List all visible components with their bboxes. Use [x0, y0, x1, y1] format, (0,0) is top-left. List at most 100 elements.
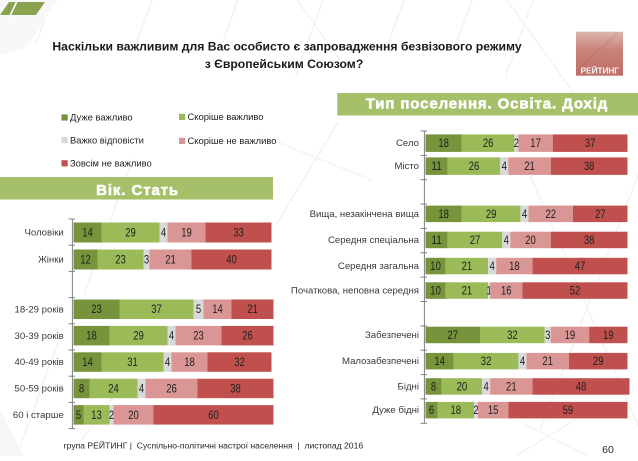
svg-text:26: 26	[483, 137, 494, 150]
svg-text:Важко відповісти: Важко відповісти	[70, 134, 144, 145]
svg-text:РЕЙТИНГ: РЕЙТИНГ	[580, 65, 619, 76]
svg-text:21: 21	[247, 303, 258, 316]
svg-text:2: 2	[473, 404, 478, 417]
svg-text:38: 38	[584, 234, 595, 247]
svg-text:20: 20	[128, 409, 139, 422]
svg-text:13: 13	[91, 409, 102, 422]
svg-text:16: 16	[501, 285, 512, 298]
svg-text:60: 60	[602, 444, 614, 456]
svg-text:3: 3	[545, 329, 550, 342]
svg-text:2: 2	[514, 137, 519, 150]
svg-text:5: 5	[196, 303, 201, 316]
svg-text:37: 37	[585, 137, 596, 150]
svg-text:Дуже важливо: Дуже важливо	[70, 112, 133, 123]
svg-text:50-59 років: 50-59 років	[14, 384, 63, 395]
svg-text:21: 21	[165, 254, 176, 267]
svg-text:18: 18	[451, 404, 462, 417]
svg-text:37: 37	[151, 303, 162, 316]
svg-text:19: 19	[181, 227, 192, 240]
svg-text:Середня спеціальна: Середня спеціальна	[328, 235, 420, 246]
svg-text:4: 4	[161, 227, 167, 240]
svg-text:23: 23	[91, 303, 102, 316]
svg-text:14: 14	[82, 227, 93, 240]
svg-text:Місто: Місто	[394, 161, 419, 172]
svg-text:Вік. Стать: Вік. Стать	[96, 182, 179, 199]
svg-text:Середня загальна: Середня загальна	[338, 261, 420, 272]
svg-text:2: 2	[109, 409, 114, 422]
svg-text:8: 8	[431, 380, 436, 393]
svg-text:20: 20	[525, 234, 536, 247]
svg-text:11: 11	[431, 234, 442, 247]
svg-text:60: 60	[208, 409, 219, 422]
svg-text:38: 38	[584, 160, 595, 173]
svg-text:5: 5	[76, 409, 81, 422]
svg-text:Скоріше важливо: Скоріше важливо	[188, 111, 264, 122]
svg-text:40-49 років: 40-49 років	[14, 357, 63, 368]
svg-text:Вища, незакінчена вища: Вища, незакінчена вища	[310, 209, 420, 220]
svg-text:18: 18	[86, 330, 97, 343]
svg-text:10: 10	[430, 260, 441, 273]
svg-text:27: 27	[595, 208, 606, 221]
svg-text:29: 29	[125, 227, 136, 240]
svg-text:23: 23	[115, 254, 126, 267]
svg-text:47: 47	[575, 260, 586, 273]
svg-text:Початкова, неповна середня: Початкова, неповна середня	[291, 286, 419, 297]
svg-text:4: 4	[169, 330, 175, 343]
svg-text:19: 19	[565, 329, 576, 342]
svg-text:21: 21	[462, 260, 473, 273]
svg-text:21: 21	[462, 285, 473, 298]
svg-text:Тип поселення. Освіта. Дохід: Тип поселення. Освіта. Дохід	[366, 96, 608, 113]
svg-text:4: 4	[139, 382, 145, 395]
svg-text:26: 26	[242, 330, 253, 343]
svg-text:6: 6	[429, 404, 434, 417]
svg-text:4: 4	[165, 356, 171, 369]
svg-text:8: 8	[79, 382, 84, 395]
svg-text:33: 33	[233, 227, 244, 240]
svg-text:60 і старше: 60 і старше	[13, 410, 64, 421]
svg-text:Село: Село	[396, 138, 419, 149]
svg-text:група РЕЙТИНГ | Суспільно-пол: група РЕЙТИНГ | Суспільно-політичні наст…	[64, 440, 364, 451]
svg-text:Чоловіки: Чоловіки	[24, 228, 63, 239]
svg-text:18-29 років: 18-29 років	[14, 304, 63, 315]
svg-text:14: 14	[82, 356, 93, 369]
svg-text:32: 32	[234, 356, 245, 369]
svg-text:18: 18	[438, 208, 449, 221]
svg-text:19: 19	[603, 329, 614, 342]
svg-text:Скоріше не важливо: Скоріше не важливо	[188, 135, 277, 146]
svg-text:29: 29	[593, 355, 604, 368]
svg-text:з Європейським Союзом?: з Європейським Союзом?	[205, 57, 364, 71]
svg-text:21: 21	[542, 355, 553, 368]
svg-text:17: 17	[530, 137, 541, 150]
svg-text:31: 31	[127, 356, 138, 369]
svg-text:18: 18	[438, 137, 449, 150]
svg-text:Забезпечені: Забезпечені	[365, 330, 419, 341]
svg-text:10: 10	[430, 285, 441, 298]
svg-text:29: 29	[133, 330, 144, 343]
svg-text:Дуже бідні: Дуже бідні	[372, 405, 419, 416]
svg-text:Малозабезпечені: Малозабезпечені	[342, 356, 419, 367]
svg-text:Жінки: Жінки	[38, 255, 64, 266]
svg-text:21: 21	[506, 380, 517, 393]
svg-text:22: 22	[545, 208, 556, 221]
svg-text:12: 12	[80, 254, 91, 267]
svg-text:14: 14	[434, 355, 445, 368]
svg-text:4: 4	[490, 260, 496, 273]
svg-text:14: 14	[212, 303, 223, 316]
svg-text:Наскільки важливим для Вас осо: Наскільки важливим для Вас особисто є за…	[52, 40, 521, 54]
svg-text:Бідні: Бідні	[398, 382, 419, 393]
svg-text:3: 3	[144, 254, 149, 267]
svg-text:1: 1	[486, 285, 491, 298]
svg-text:24: 24	[108, 382, 119, 395]
svg-text:32: 32	[507, 329, 518, 342]
svg-text:38: 38	[230, 382, 241, 395]
svg-text:18: 18	[184, 356, 195, 369]
svg-text:48: 48	[576, 380, 587, 393]
svg-text:4: 4	[504, 234, 510, 247]
svg-text:20: 20	[457, 380, 468, 393]
svg-text:26: 26	[166, 382, 177, 395]
svg-text:27: 27	[447, 329, 458, 342]
svg-text:52: 52	[570, 285, 581, 298]
svg-text:18: 18	[509, 260, 520, 273]
svg-text:21: 21	[524, 160, 535, 173]
svg-text:27: 27	[470, 234, 481, 247]
